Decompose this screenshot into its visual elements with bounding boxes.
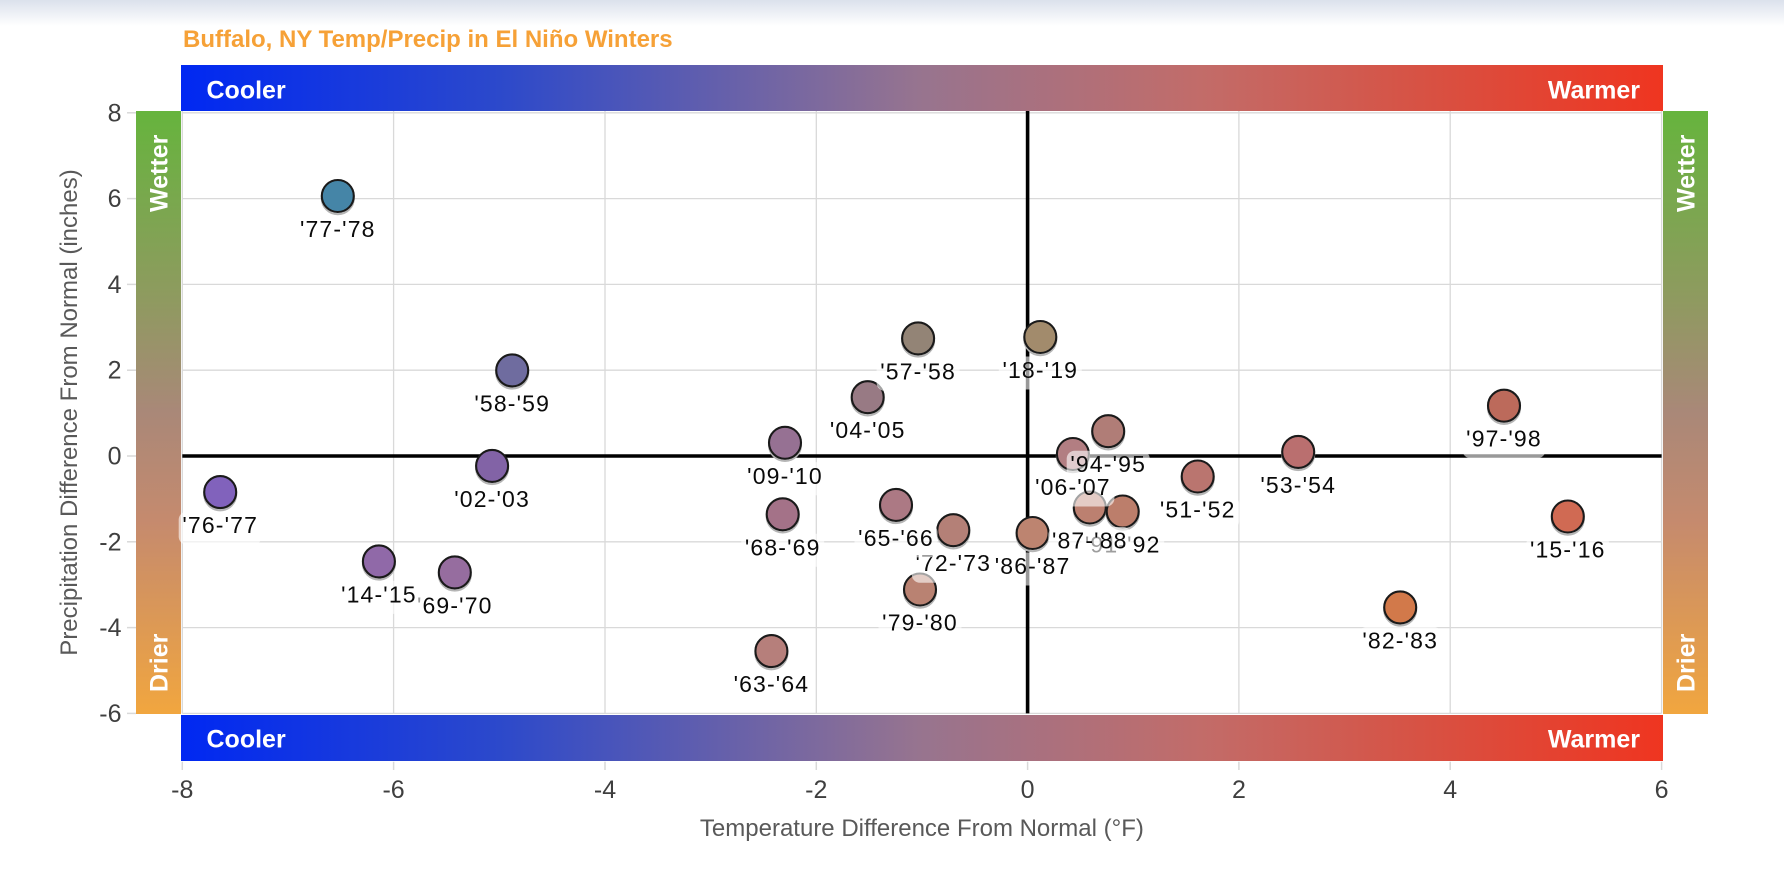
svg-text:-8: -8 xyxy=(171,776,193,804)
svg-text:Buffalo, NY Temp/Precip in El: Buffalo, NY Temp/Precip in El Niño Winte… xyxy=(183,26,673,53)
svg-text:'77-'78: '77-'78 xyxy=(300,216,376,242)
svg-text:'57-'58: '57-'58 xyxy=(880,358,956,384)
svg-text:Drier: Drier xyxy=(1673,633,1701,692)
svg-text:'76-'77: '76-'77 xyxy=(182,512,258,538)
svg-text:Wetter: Wetter xyxy=(146,134,174,212)
svg-text:'65-'66: '65-'66 xyxy=(858,525,934,551)
svg-text:Drier: Drier xyxy=(146,633,174,692)
svg-text:0: 0 xyxy=(108,443,122,471)
svg-text:'63-'64: '63-'64 xyxy=(734,671,810,697)
svg-text:'79-'80: '79-'80 xyxy=(882,610,958,636)
svg-text:-4: -4 xyxy=(99,614,121,642)
svg-text:-2: -2 xyxy=(99,528,121,556)
svg-text:2: 2 xyxy=(1232,776,1246,804)
svg-text:'14-'15: '14-'15 xyxy=(341,581,417,607)
svg-text:-4: -4 xyxy=(594,776,616,804)
svg-text:'97-'98: '97-'98 xyxy=(1466,426,1542,452)
svg-text:'86-'87: '86-'87 xyxy=(995,553,1071,579)
svg-text:'69-'70: '69-'70 xyxy=(417,592,493,618)
svg-text:'87-'88: '87-'88 xyxy=(1052,528,1128,554)
svg-text:'51-'52: '51-'52 xyxy=(1160,497,1236,523)
svg-text:Wetter: Wetter xyxy=(1673,134,1701,212)
svg-text:Temperature Difference From No: Temperature Difference From Normal (°F) xyxy=(700,815,1144,842)
svg-text:'02-'03: '02-'03 xyxy=(454,486,530,512)
svg-text:Cooler: Cooler xyxy=(207,77,286,105)
svg-text:'58-'59: '58-'59 xyxy=(474,390,550,416)
svg-text:4: 4 xyxy=(108,271,122,299)
svg-text:-6: -6 xyxy=(99,700,121,728)
svg-text:-6: -6 xyxy=(382,776,404,804)
svg-text:'53-'54: '53-'54 xyxy=(1260,472,1336,498)
svg-text:6: 6 xyxy=(1655,776,1669,804)
svg-text:'09-'10: '09-'10 xyxy=(747,463,823,489)
svg-text:'04-'05: '04-'05 xyxy=(830,417,906,443)
svg-text:'68-'69: '68-'69 xyxy=(745,534,821,560)
svg-text:2: 2 xyxy=(108,357,122,385)
svg-text:8: 8 xyxy=(108,99,122,127)
svg-text:4: 4 xyxy=(1443,776,1457,804)
svg-text:Warmer: Warmer xyxy=(1548,726,1640,754)
svg-text:'94-'95: '94-'95 xyxy=(1070,451,1146,477)
svg-text:Cooler: Cooler xyxy=(207,726,286,754)
svg-text:'82-'83: '82-'83 xyxy=(1362,627,1438,653)
svg-text:0: 0 xyxy=(1021,776,1035,804)
svg-text:'15-'16: '15-'16 xyxy=(1530,537,1606,563)
svg-text:Precipitation Difference From: Precipitation Difference From Normal (in… xyxy=(56,169,83,655)
svg-text:-2: -2 xyxy=(805,776,827,804)
svg-text:'06-'07: '06-'07 xyxy=(1035,474,1111,500)
svg-text:6: 6 xyxy=(108,185,122,213)
svg-text:Warmer: Warmer xyxy=(1548,77,1640,105)
svg-text:'18-'19: '18-'19 xyxy=(1002,357,1078,383)
